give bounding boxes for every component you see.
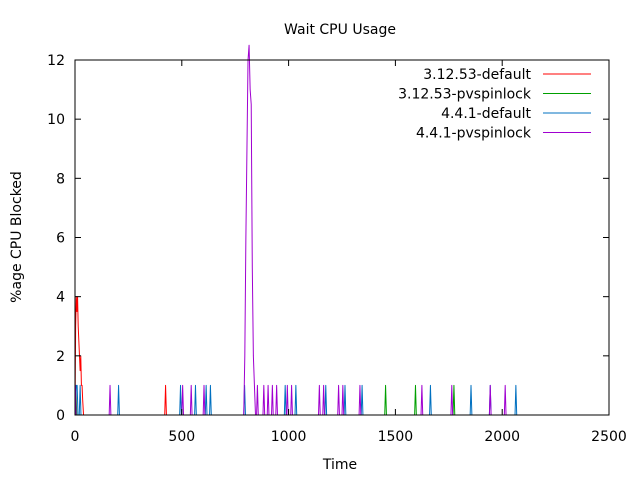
y-tick-label: 10 xyxy=(47,112,65,128)
legend-label: 4.4.1-pvspinlock xyxy=(416,126,532,142)
x-tick-label: 2000 xyxy=(484,429,520,445)
x-tick-label: 1000 xyxy=(271,429,307,445)
y-tick-label: 0 xyxy=(56,408,65,424)
legend: 3.12.53-default 3.12.53-pvspinlock 4.4.1-d… xyxy=(398,67,591,142)
y-tick-label: 8 xyxy=(56,171,65,187)
y-tick-label: 6 xyxy=(56,231,65,247)
chart-title: Wait CPU Usage xyxy=(284,22,396,38)
x-tick-label: 500 xyxy=(168,429,195,445)
series-line-2 xyxy=(74,384,520,416)
y-axis-label: %age CPU Blocked xyxy=(9,171,25,303)
y-tick-label: 4 xyxy=(56,290,65,306)
series-line-3 xyxy=(74,44,507,416)
legend-label: 3.12.53-pvspinlock xyxy=(398,87,532,103)
legend-label: 4.4.1-default xyxy=(441,106,531,122)
axis-ticks-group: 0 500 1000 1500 2000 2500 0 2 4 6 8 10 12 xyxy=(47,53,627,445)
x-tick-label: 1500 xyxy=(378,429,414,445)
x-tick-label: 0 xyxy=(71,429,80,445)
x-axis-label: Time xyxy=(322,457,357,473)
x-tick-label: 2500 xyxy=(591,429,627,445)
y-tick-label: 12 xyxy=(47,53,65,69)
y-tick-label: 2 xyxy=(56,349,65,365)
legend-label: 3.12.53-default xyxy=(423,67,531,83)
